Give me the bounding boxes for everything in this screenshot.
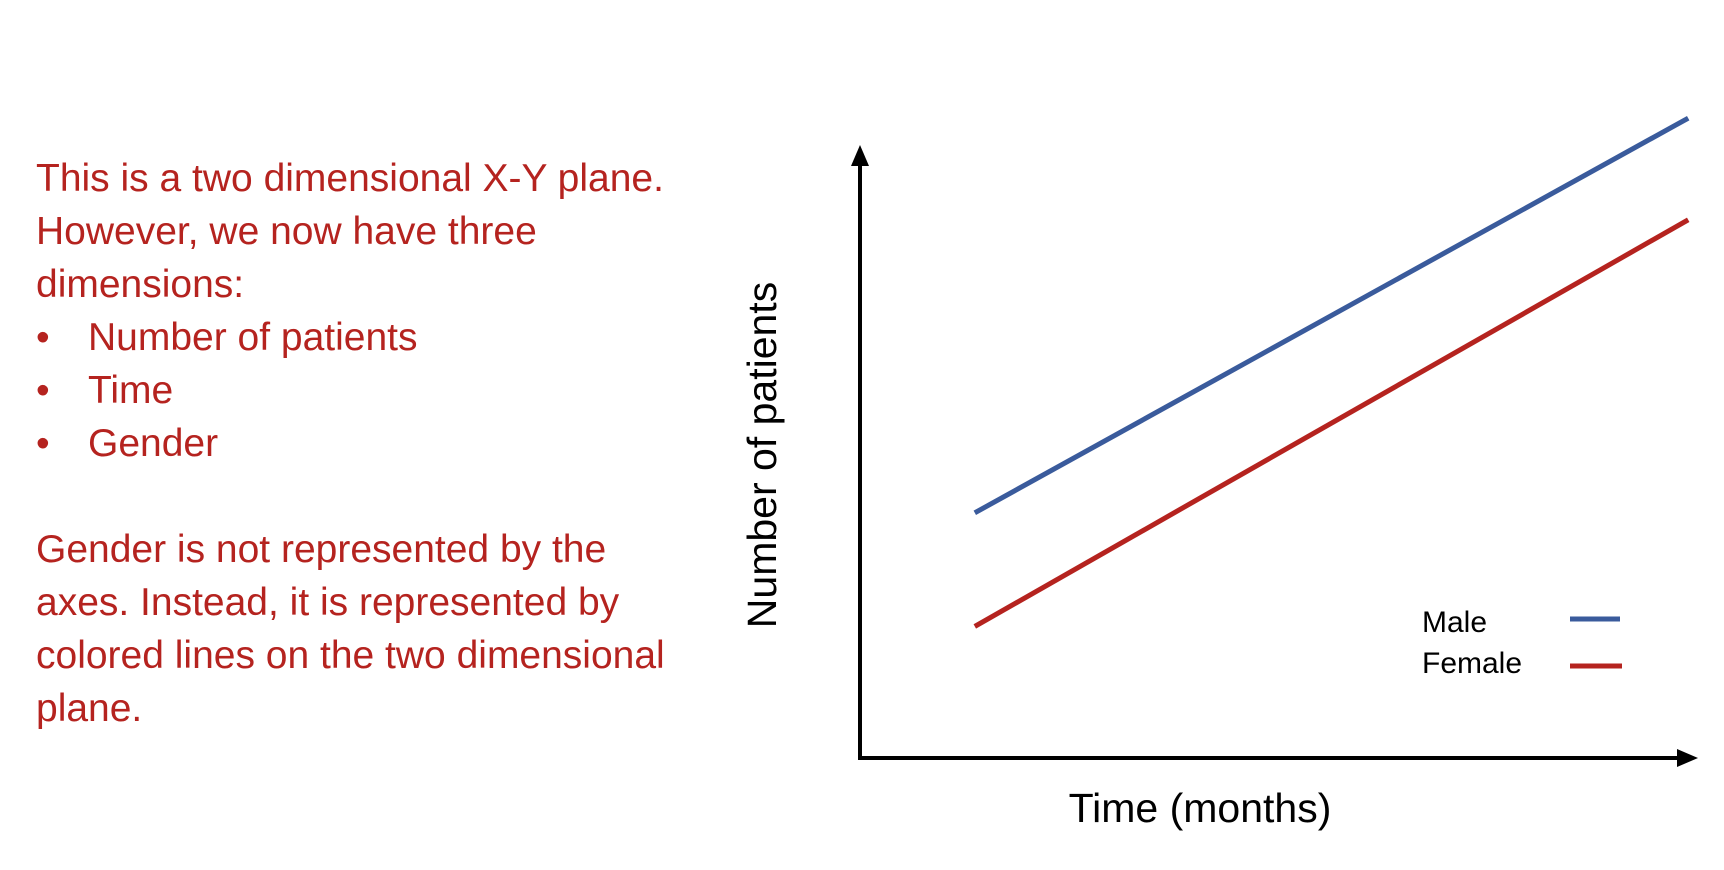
list-item: • Number of patients [36,311,696,364]
closing-paragraph: Gender is not represented by the axes. I… [36,528,665,730]
y-axis [851,145,869,758]
series-layer [973,115,1690,629]
legend-label-male: Male [1422,606,1487,639]
bullet-icon: • [36,369,50,412]
dimension-list: • Number of patients • Time • Gender [36,311,696,470]
x-axis-label: Time (months) [1069,785,1332,831]
explanation-text: This is a two dimensional X-Y plane. How… [36,152,696,735]
bullet-icon: • [36,316,50,359]
y-axis-arrow-icon [851,145,869,166]
list-item-label: Number of patients [88,316,418,359]
series-line-female [973,217,1690,629]
y-axis-label: Number of patients [739,282,785,628]
series-line-male [973,115,1690,516]
list-item: • Gender [36,417,696,470]
intro-paragraph: This is a two dimensional X-Y plane. How… [36,157,664,306]
x-axis [858,749,1698,767]
legend-label-female: Female [1422,647,1522,680]
legend: Male Female [1422,606,1622,680]
x-axis-arrow-icon [1677,749,1698,767]
list-item-label: Time [88,369,174,412]
list-item-label: Gender [88,422,219,465]
list-item: • Time [36,364,696,417]
bullet-icon: • [36,422,50,465]
